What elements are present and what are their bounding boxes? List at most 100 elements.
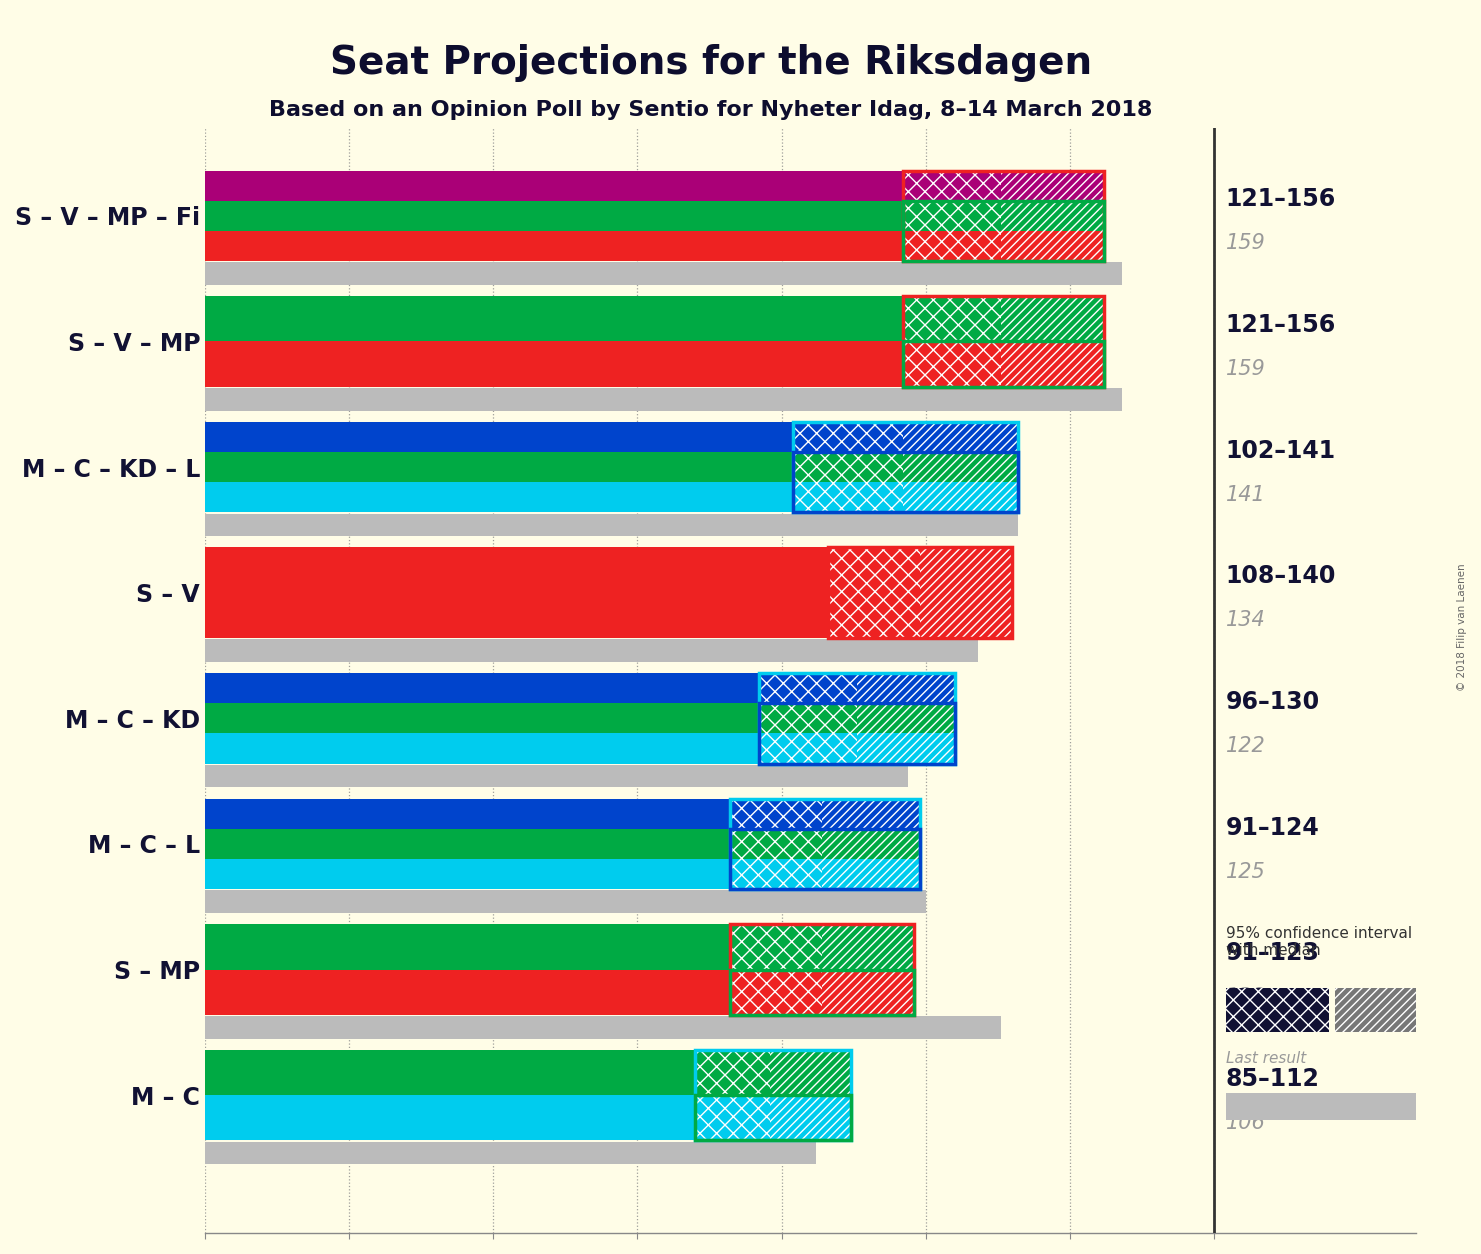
Bar [695, 1095, 770, 1140]
Bar [730, 969, 822, 1014]
Bar [822, 924, 914, 969]
Bar [902, 341, 1001, 386]
Bar [204, 1095, 695, 1140]
Bar [902, 296, 1001, 341]
Bar [770, 1095, 850, 1140]
Bar [758, 673, 856, 703]
Text: 85–112: 85–112 [1226, 1067, 1320, 1091]
Bar [902, 482, 1017, 513]
Bar [204, 548, 828, 638]
Bar [730, 859, 822, 889]
Bar [204, 514, 1017, 537]
Bar [695, 1095, 770, 1140]
Bar [695, 1050, 770, 1095]
Bar [822, 859, 920, 889]
Bar [856, 703, 955, 734]
Bar [730, 924, 914, 1014]
Bar [204, 341, 902, 386]
Bar [822, 924, 914, 969]
Bar [730, 829, 822, 859]
Bar [730, 799, 822, 829]
Bar [204, 703, 758, 734]
Bar [1001, 296, 1105, 341]
Bar [204, 421, 794, 451]
Bar [758, 703, 955, 764]
Text: 122: 122 [1226, 736, 1265, 756]
Bar [695, 1050, 850, 1140]
Bar [856, 734, 955, 764]
Bar [204, 171, 902, 201]
Bar [822, 859, 920, 889]
Bar [730, 859, 822, 889]
Bar [822, 969, 914, 1014]
Bar [902, 231, 1001, 261]
Bar [758, 703, 856, 734]
Bar [204, 231, 902, 261]
Bar [1001, 231, 1105, 261]
Bar [758, 673, 955, 764]
Bar [204, 482, 794, 513]
Bar [204, 969, 730, 1014]
Bar [730, 829, 822, 859]
Bar [730, 924, 822, 969]
Bar [758, 673, 856, 703]
Text: 91–123: 91–123 [1226, 942, 1320, 966]
Bar [902, 201, 1001, 231]
Bar [856, 703, 955, 734]
Bar [822, 799, 920, 829]
Bar [1001, 171, 1105, 201]
Bar [204, 734, 758, 764]
Text: 141: 141 [1226, 485, 1265, 504]
Bar [902, 201, 1105, 261]
Bar [856, 673, 955, 703]
Bar [828, 548, 1012, 638]
Bar [204, 673, 758, 703]
Bar [828, 548, 920, 638]
Bar [794, 451, 1017, 513]
Bar [695, 1050, 770, 1095]
Text: 96–130: 96–130 [1226, 690, 1320, 714]
Bar [1001, 341, 1105, 386]
Bar [902, 171, 1105, 261]
Bar [204, 924, 730, 969]
Bar [730, 799, 822, 829]
Bar [770, 1050, 850, 1095]
Bar [204, 890, 926, 913]
Bar [902, 201, 1001, 231]
Text: 121–156: 121–156 [1226, 314, 1336, 337]
Text: Based on an Opinion Poll by Sentio for Nyheter Idag, 8–14 March 2018: Based on an Opinion Poll by Sentio for N… [270, 100, 1152, 120]
Bar [902, 296, 1105, 386]
Text: 134: 134 [1226, 611, 1265, 631]
Bar [902, 482, 1017, 513]
Bar [1001, 201, 1105, 231]
Bar [902, 341, 1105, 386]
Bar [204, 1050, 695, 1095]
Bar [204, 799, 730, 829]
Text: 138: 138 [1226, 987, 1265, 1007]
Bar [730, 969, 914, 1014]
Text: 121–156: 121–156 [1226, 187, 1336, 212]
Bar [794, 451, 902, 482]
Bar [920, 548, 1012, 638]
Bar [1226, 1092, 1416, 1120]
Bar [794, 451, 902, 482]
Text: Last result: Last result [1226, 1051, 1306, 1066]
Bar [794, 421, 902, 451]
Bar [770, 1050, 850, 1095]
Bar [204, 1016, 1001, 1038]
Bar [204, 765, 908, 788]
Bar [902, 171, 1001, 201]
Bar [822, 799, 920, 829]
Bar [1001, 201, 1105, 231]
Bar [695, 1095, 850, 1140]
Bar [1001, 296, 1105, 341]
Text: 91–124: 91–124 [1226, 815, 1320, 840]
Bar [1001, 231, 1105, 261]
Text: 108–140: 108–140 [1226, 564, 1336, 588]
Bar [920, 548, 1012, 638]
Bar [794, 421, 1017, 513]
Text: 159: 159 [1226, 359, 1265, 379]
Text: 95% confidence interval
with median: 95% confidence interval with median [1226, 925, 1411, 958]
Bar [1226, 988, 1330, 1032]
Bar [730, 799, 920, 889]
